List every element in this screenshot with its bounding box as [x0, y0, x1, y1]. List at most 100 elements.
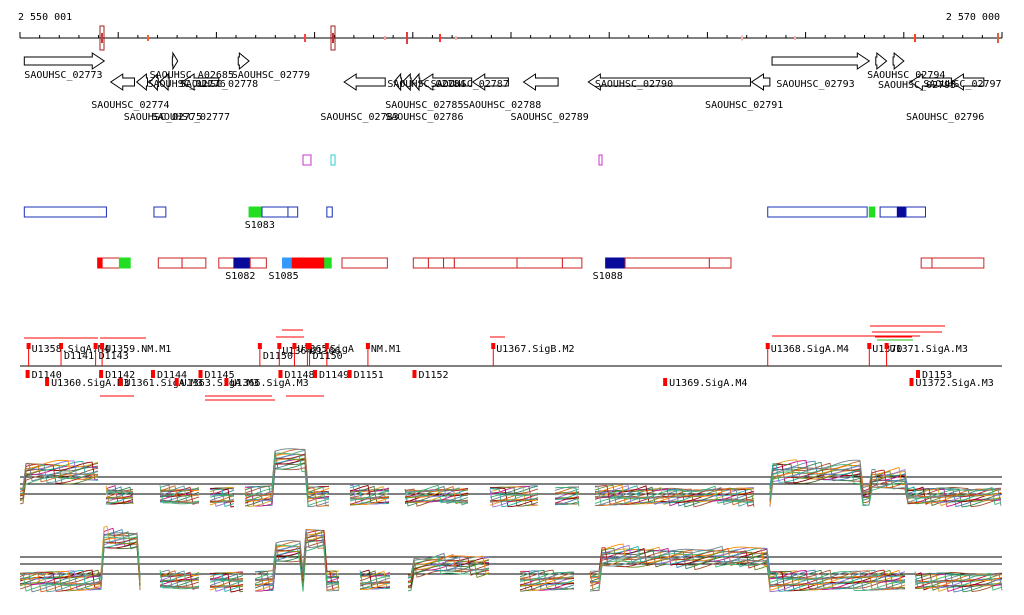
expression-curve: [404, 485, 469, 505]
gene-arrow: [750, 73, 771, 91]
axis-feature-marker: [997, 33, 999, 43]
gene-label: SAOUHSC_02773: [24, 70, 102, 81]
expression-curve: [359, 585, 391, 590]
expression-curve: [159, 572, 200, 577]
expression-curve: [489, 493, 539, 503]
gene-label: SAOUHSC_02788: [463, 100, 541, 111]
terminator-label: U1360.SigA.M3: [51, 378, 129, 389]
expression-curve: [554, 493, 580, 501]
gene-arrow: [522, 73, 559, 91]
blue-segment: [326, 206, 333, 218]
expression-curve: [554, 491, 580, 495]
expression-curve: [19, 459, 99, 496]
terminator-flag: [150, 370, 155, 378]
coordinate-axis: [19, 25, 1003, 51]
expression-curve: [244, 459, 330, 507]
gene-label: SAOUHSC_02785: [385, 100, 463, 111]
gene-arrow: [237, 51, 250, 71]
gene-arrow: [875, 51, 888, 71]
expression-curve: [244, 449, 330, 507]
expression-curve: [489, 492, 539, 498]
axis-feature-marker: [332, 33, 334, 43]
blue-segment: [248, 206, 263, 218]
terminator-flag: [909, 378, 914, 386]
terminator-label: D1152: [418, 370, 448, 381]
expression-curve: [209, 572, 244, 593]
axis-start-coordinate: 2 550 001: [18, 12, 73, 23]
gene-arrow: [909, 73, 952, 91]
terminator-label: D1144: [157, 370, 187, 381]
terminator-flag: [663, 378, 668, 386]
axis-feature-marker: [99, 25, 105, 51]
blue-segment: [767, 206, 868, 218]
segment-track-lower: S1082 S1085 S1088: [97, 257, 985, 282]
promoter-flag: [257, 343, 262, 349]
expression-curve: [407, 555, 490, 583]
expression-curve: [594, 485, 754, 504]
expression-curve: [914, 572, 1003, 592]
expression-curve: [359, 576, 391, 585]
axis-feature-marker: [741, 35, 743, 41]
gene-arrow: [419, 73, 473, 91]
blue-segment: [896, 206, 907, 218]
expression-curve: [19, 460, 99, 494]
expression-curve: [349, 491, 390, 501]
expression-curve: [519, 577, 575, 586]
axis-end-coordinate: 2 570 000: [945, 12, 1000, 23]
red-segment: [516, 257, 563, 269]
promoter-label: U1370: [872, 344, 902, 355]
expression-curve: [19, 532, 141, 593]
expression-curve: [594, 488, 755, 507]
promoter-flag: [765, 343, 770, 349]
gene-label: SAOUHSC_02783: [320, 112, 398, 123]
expression-curve: [105, 491, 134, 495]
expression-curve: [407, 558, 490, 588]
terminator-flag: [25, 370, 30, 378]
expression-curve: [349, 492, 390, 500]
expression-curve: [489, 486, 539, 507]
blue-segment: [879, 206, 898, 218]
expression-curve: [914, 572, 1003, 591]
expression-curve: [209, 498, 235, 504]
blue-segment: [23, 206, 107, 218]
expression-curve: [349, 484, 390, 504]
gene-label: SAOUHSC_02787: [431, 79, 509, 90]
promoter-label: D1150: [263, 351, 293, 362]
red-segment: [561, 257, 583, 269]
promoter-label: U1366: [310, 346, 340, 357]
axis-feature-marker: [101, 33, 103, 43]
terminator-flag: [347, 370, 352, 378]
red-segment: [282, 257, 293, 269]
promoter-flag: [491, 343, 496, 349]
gene-label: SAOUHSC_02777: [152, 112, 230, 123]
terminator-label: D1149: [319, 370, 349, 381]
marker-box: [330, 154, 336, 166]
expression-profile-bottom: [19, 525, 1003, 593]
expression-curve: [914, 578, 1003, 589]
expression-curve: [594, 485, 755, 507]
expression-curve: [19, 463, 98, 492]
gene-annotation-track: SAOUHSC_02773 SAOUHSC_A02685SAOUHSC_02779…: [23, 51, 1002, 123]
gene-label: SAOUHSC_02789: [511, 112, 589, 123]
terminator-label: D1153: [922, 370, 952, 381]
expression-curve: [209, 580, 244, 589]
segment-label: S1088: [593, 271, 623, 282]
expression-curve: [159, 485, 200, 505]
expression-curve: [407, 557, 490, 587]
axis-feature-marker: [914, 34, 916, 42]
expression-curve: [520, 571, 575, 582]
gene-label: SAOUHSC_02793: [776, 79, 854, 90]
expression-curve: [159, 569, 200, 589]
expression-curve: [915, 573, 1003, 589]
gene-arrow: [471, 73, 509, 91]
gene-label: SAOUHSC_02779: [232, 70, 310, 81]
segment-track-upper: S1083: [23, 206, 926, 231]
axis-feature-marker: [304, 34, 306, 42]
expression-curve: [359, 577, 391, 585]
gene-label: SAOUHSC_02797: [923, 79, 1001, 90]
gene-arrow: [343, 73, 386, 91]
expression-curve: [159, 573, 199, 583]
